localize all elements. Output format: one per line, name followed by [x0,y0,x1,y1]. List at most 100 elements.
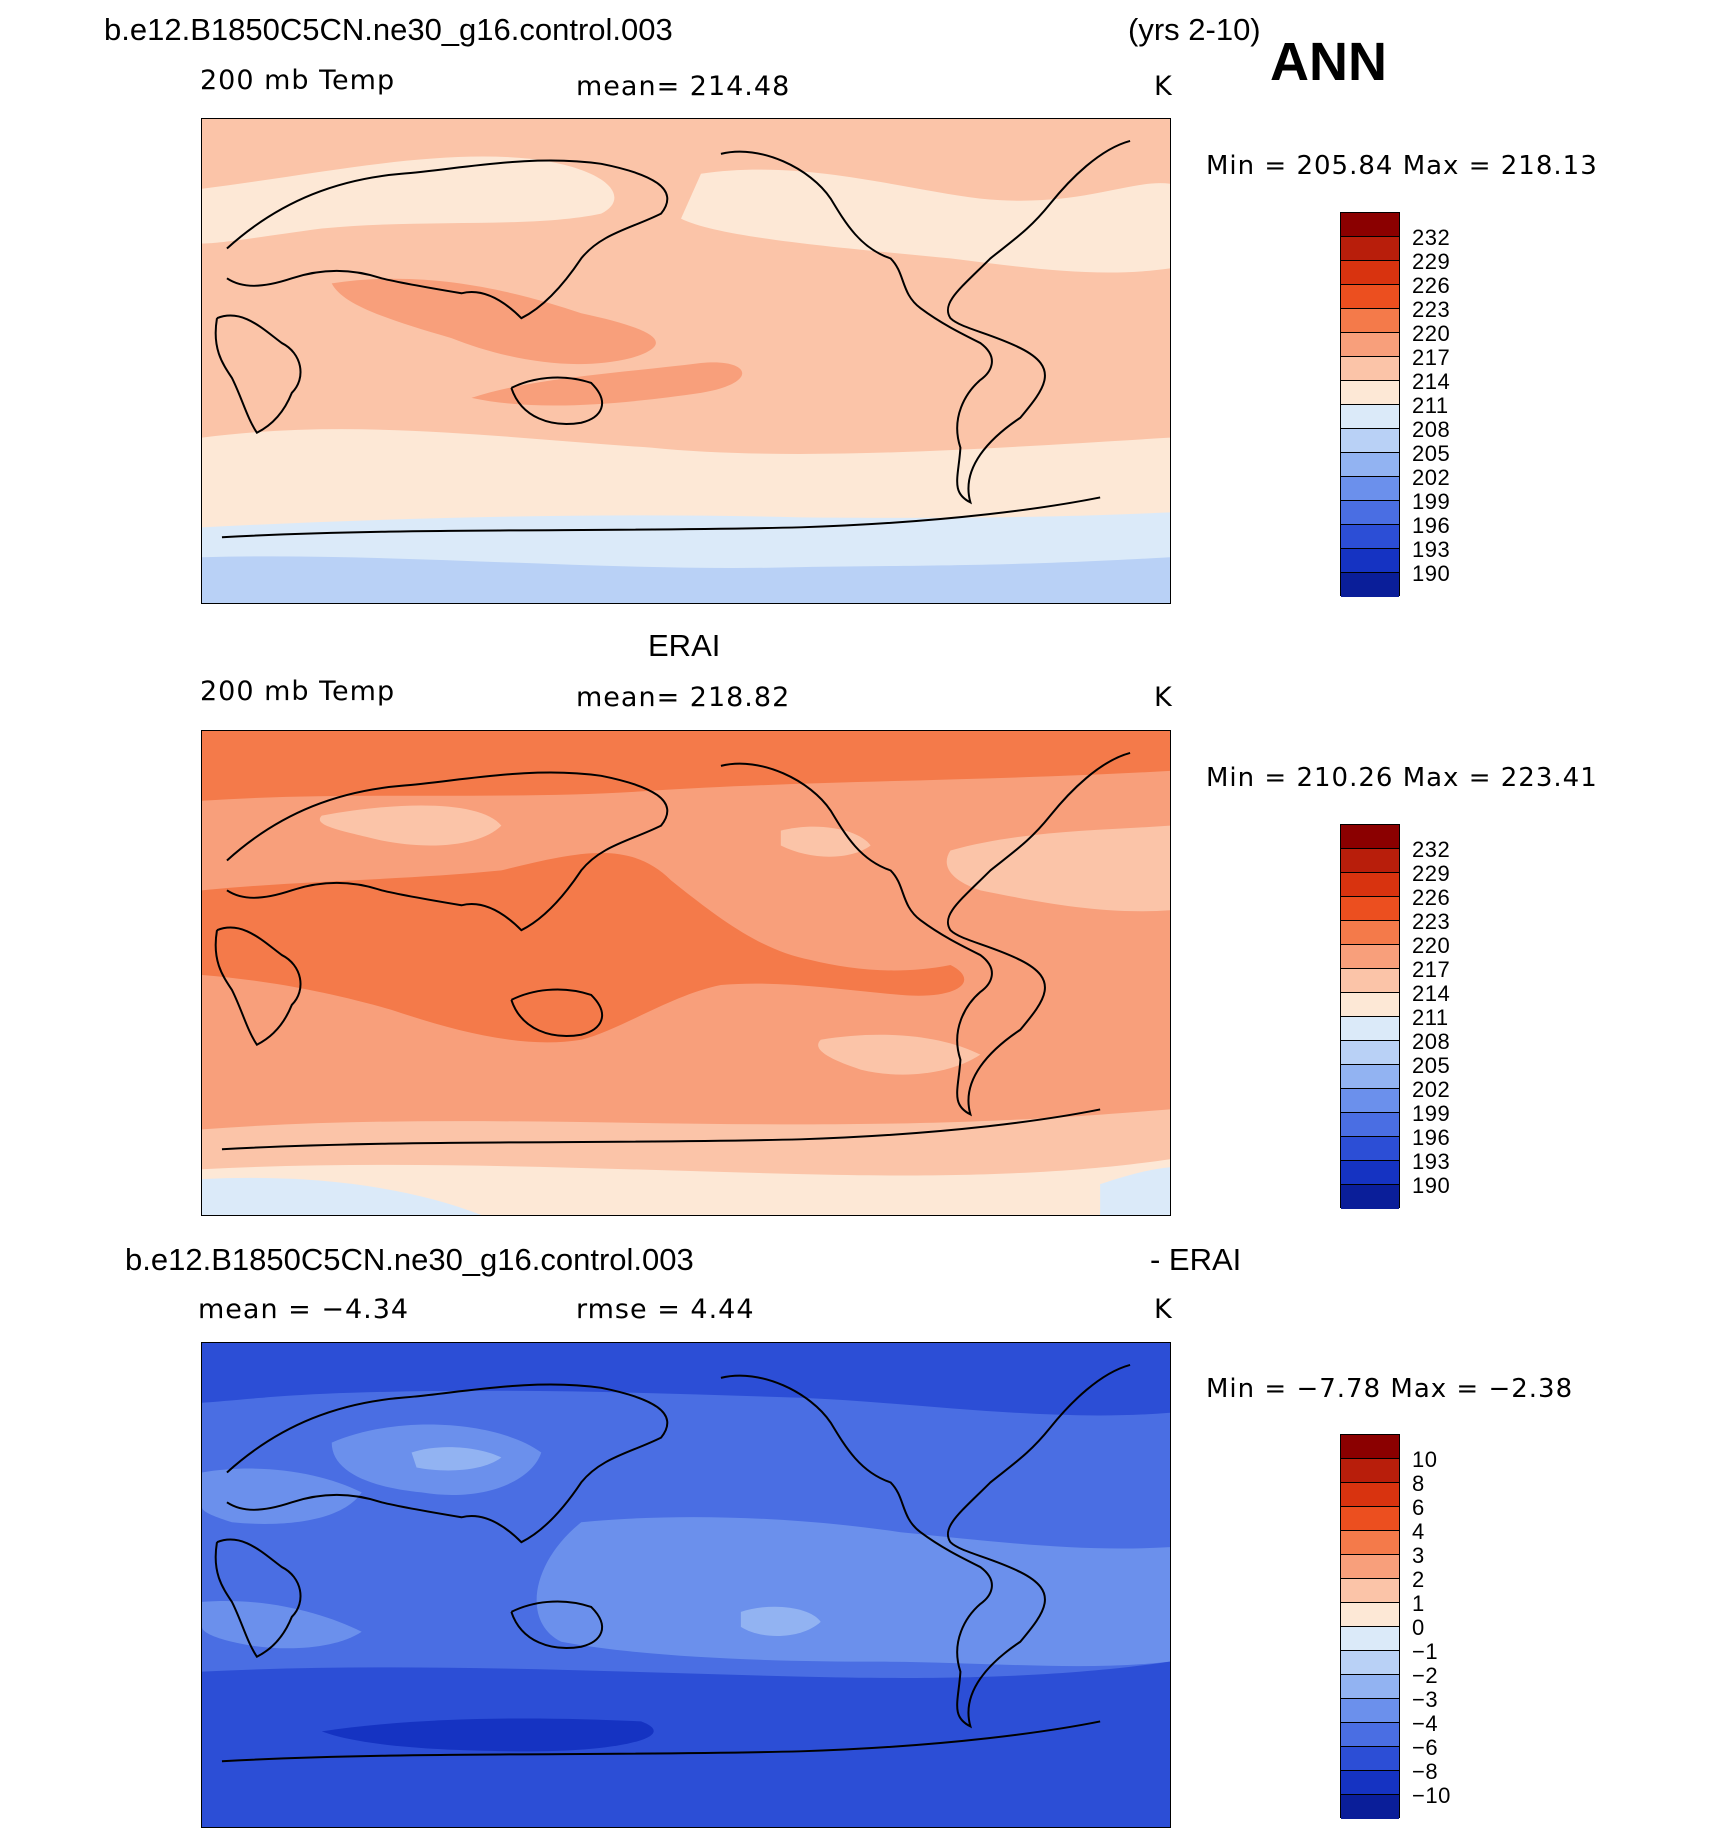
colorbar-swatch [1341,333,1399,357]
panel1-map-svg [202,119,1170,603]
colorbar-label: 223 [1412,909,1451,934]
colorbar-swatch [1341,261,1399,285]
colorbar-label: 199 [1412,489,1451,514]
case-title: b.e12.B1850C5CN.ne30_g16.control.003 [104,12,673,47]
panel2-title: ERAI [648,628,721,663]
colorbar-swatch [1341,1723,1399,1747]
colorbar-swatch [1341,525,1399,549]
panel2-units-label: K [1154,682,1173,713]
colorbar-label: 223 [1412,297,1451,322]
panel1-minmax-label: Min = 205.84 Max = 218.13 [1206,151,1598,181]
panel1-colorbar: 232 229 226 223 220 217 214 211 208 205 202 199 196 1… [1340,212,1450,597]
colorbar-label: −6 [1412,1735,1439,1760]
colorbar-swatch [1341,309,1399,333]
colorbar-swatch [1341,477,1399,501]
colorbar-swatch [1341,1579,1399,1603]
colorbar-swatch [1341,1435,1399,1459]
colorbar-swatch [1341,1017,1399,1041]
colorbar-label: 8 [1412,1471,1425,1496]
colorbar-swatch [1341,1161,1399,1185]
colorbar-swatch [1341,381,1399,405]
colorbar-swatch [1341,1185,1399,1209]
colorbar-label: 196 [1412,513,1451,538]
colorbar-label: −2 [1412,1663,1439,1688]
colorbar-swatch [1341,1699,1399,1723]
panel3-title-left: b.e12.B1850C5CN.ne30_g16.control.003 [125,1242,694,1277]
colorbar-swatch [1341,873,1399,897]
colorbar-swatch [1341,549,1399,573]
colorbar-label: 205 [1412,441,1451,466]
panel3-colorbar: 10 8 6 4 3 2 1 0 −1 −2 −3 −4 −6 −8 −10 [1340,1434,1450,1819]
years-label: (yrs 2-10) [1128,12,1261,47]
colorbar-swatch [1341,1113,1399,1137]
colorbar-label: 0 [1412,1615,1425,1640]
panel2-colorbar-box [1340,824,1400,1209]
panel2-map-svg [202,731,1170,1215]
colorbar-label: 226 [1412,885,1451,910]
colorbar-swatch [1341,1675,1399,1699]
colorbar-swatch [1341,237,1399,261]
colorbar-swatch [1341,573,1399,597]
colorbar-swatch [1341,1459,1399,1483]
colorbar-label: 211 [1412,1005,1449,1030]
colorbar-swatch [1341,969,1399,993]
panel2-colorbar: 232 229 226 223 220 217 214 211 208 205 202 199 196 1… [1340,824,1450,1209]
panel3-units-label: K [1154,1294,1173,1325]
colorbar-label: 220 [1412,321,1451,346]
colorbar-label: 214 [1412,369,1451,394]
colorbar-label: 202 [1412,465,1451,490]
colorbar-label: 205 [1412,1053,1451,1078]
colorbar-label: 2 [1412,1567,1425,1592]
panel3-colorbar-box [1340,1434,1400,1819]
colorbar-label: 6 [1412,1495,1425,1520]
colorbar-label: 214 [1412,981,1451,1006]
panel2-minmax-label: Min = 210.26 Max = 223.41 [1206,763,1598,793]
colorbar-swatch [1341,1065,1399,1089]
panel3-map-svg [202,1343,1170,1827]
panel3-map [201,1342,1171,1828]
panel2-map [201,730,1171,1216]
panel2-mean-label: mean= 218.82 [576,682,791,713]
colorbar-swatch [1341,897,1399,921]
colorbar-label: 10 [1412,1447,1438,1472]
colorbar-label: 1 [1412,1591,1425,1616]
panel3-rmse-label: rmse = 4.44 [576,1294,755,1325]
colorbar-label: −8 [1412,1759,1439,1784]
colorbar-swatch [1341,1603,1399,1627]
colorbar-swatch [1341,1507,1399,1531]
colorbar-swatch [1341,213,1399,237]
panel1-field-label: 200 mb Temp [200,65,396,96]
colorbar-swatch [1341,405,1399,429]
colorbar-swatch [1341,1089,1399,1113]
colorbar-swatch [1341,501,1399,525]
colorbar-label: 202 [1412,1077,1451,1102]
colorbar-swatch [1341,1627,1399,1651]
panel2-field-label: 200 mb Temp [200,676,396,707]
colorbar-swatch [1341,1041,1399,1065]
colorbar-label: 211 [1412,393,1449,418]
colorbar-swatch [1341,945,1399,969]
colorbar-label: 190 [1412,1173,1451,1198]
colorbar-swatch [1341,285,1399,309]
colorbar-label: 217 [1412,957,1451,982]
colorbar-swatch [1341,921,1399,945]
colorbar-label: 199 [1412,1101,1451,1126]
panel3-title-right: - ERAI [1150,1242,1242,1277]
colorbar-label: 4 [1412,1519,1425,1544]
colorbar-swatch [1341,993,1399,1017]
colorbar-swatch [1341,1483,1399,1507]
colorbar-label: 226 [1412,273,1451,298]
colorbar-label: −4 [1412,1711,1439,1736]
colorbar-label: −10 [1412,1783,1451,1808]
panel1-colorbar-box [1340,212,1400,597]
colorbar-swatch [1341,1747,1399,1771]
colorbar-swatch [1341,825,1399,849]
panel3-minmax-label: Min = −7.78 Max = −2.38 [1206,1374,1574,1404]
panel1-units-label: K [1154,71,1173,102]
colorbar-swatch [1341,1651,1399,1675]
panel1-map [201,118,1171,604]
colorbar-label: 3 [1412,1543,1425,1568]
colorbar-swatch [1341,429,1399,453]
colorbar-label: 208 [1412,417,1451,442]
colorbar-label: 208 [1412,1029,1451,1054]
